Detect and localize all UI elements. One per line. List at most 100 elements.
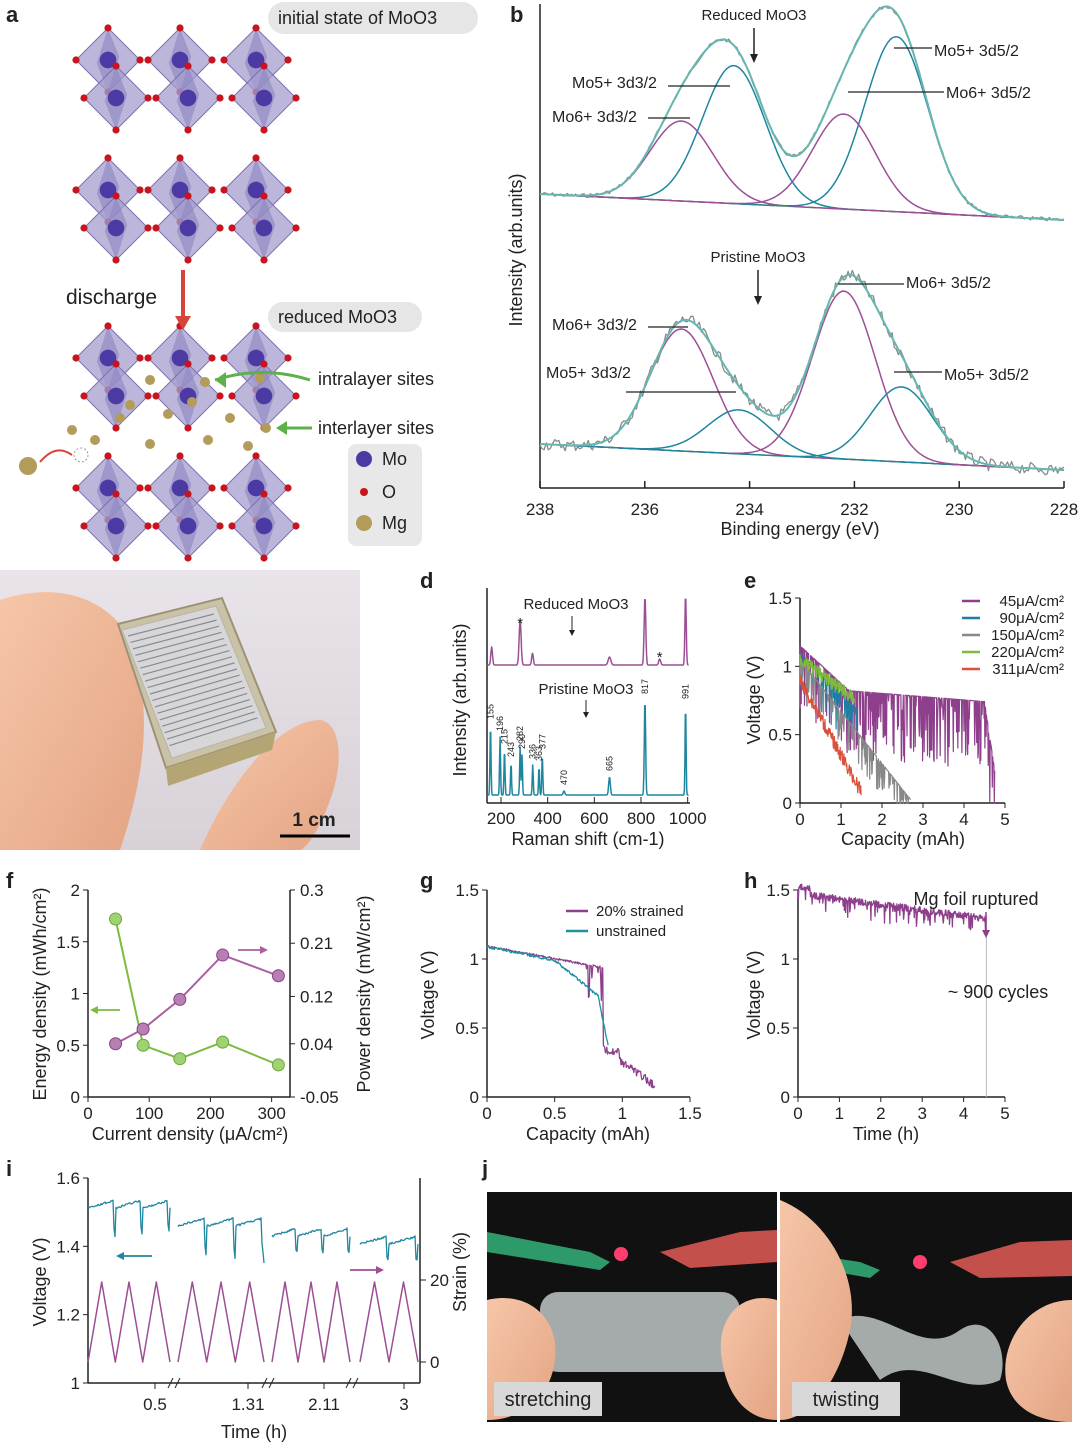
i-axis-break <box>345 1377 352 1389</box>
reduced-state-label: reduced MoO3 <box>278 307 397 327</box>
b-ylabel: Intensity (arb.units) <box>506 173 526 326</box>
i-strain-segment-3 <box>359 1281 419 1363</box>
g-xtick-label: 0 <box>482 1104 491 1123</box>
c-electrode-line <box>164 705 253 734</box>
panel-letter-j: j <box>481 1156 488 1181</box>
h-xtick-label: 3 <box>917 1104 926 1123</box>
f-ylabel2: Power density (mW/cm²) <box>354 895 374 1092</box>
d-peak-label: 196 <box>495 716 505 731</box>
e-xtick-label: 0 <box>795 810 804 829</box>
d-star-1: * <box>517 615 523 632</box>
b-reduced-fit-envelope <box>539 5 1065 221</box>
f-ytick-label: 0 <box>71 1088 80 1107</box>
b-bottom-title: Pristine MoO3 <box>710 249 805 266</box>
b-reduced-component-3 <box>539 113 1065 221</box>
h-ylabel: Voltage (V) <box>744 950 764 1039</box>
g-xtick-label: 1.5 <box>678 1104 702 1123</box>
c-electrode-line <box>127 613 215 637</box>
e-xtick-label: 1 <box>836 810 845 829</box>
f-energy-point <box>271 1058 285 1072</box>
h-ytick-label: 0 <box>781 1088 790 1107</box>
f-power-point <box>109 1037 123 1051</box>
mo-octahedron <box>80 192 152 264</box>
f-ytick-label: 1.5 <box>56 933 80 952</box>
panel-i: 1 1.2 1.4 1.6 0 20 0.5 1.31 2.11 3 Time (h) Volta… <box>30 1169 470 1442</box>
h-ytick-label: 1 <box>781 950 790 969</box>
i-strain-segment-2 <box>271 1281 351 1363</box>
g-ytick-label: 0.5 <box>455 1019 479 1038</box>
panel-letter-d: d <box>420 568 433 593</box>
d-peak-label: 336 <box>528 744 538 759</box>
h-xlabel: Time (h) <box>853 1124 919 1144</box>
f-xtick-label: 0 <box>83 1104 92 1123</box>
initial-state-label: initial state of MoO3 <box>278 8 437 28</box>
i-xtick-label: 0.5 <box>143 1395 167 1414</box>
j-twisting-tag <box>792 1382 900 1416</box>
c-electrode-line <box>137 637 225 663</box>
i-ylabel: Voltage (V) <box>30 1237 50 1326</box>
g-ytick-label: 1 <box>470 950 479 969</box>
c-electrode-line <box>157 686 245 714</box>
d-peak-label: 282 <box>515 726 525 741</box>
initial-state-badge <box>268 2 478 34</box>
e-ytick-label: 1.5 <box>768 589 792 608</box>
d-peak-label: 363 <box>534 746 544 761</box>
d-pristine-spectrum <box>486 705 689 796</box>
c-electrode-line <box>166 711 256 740</box>
h-cycles-annotation: ~ 900 cycles <box>948 982 1049 1002</box>
mo-legend-icon <box>356 451 372 467</box>
b-xlabel: Binding energy (eV) <box>720 519 879 539</box>
g-ytick-label: 1.5 <box>455 881 479 900</box>
g-xtick-label: 1 <box>618 1104 627 1123</box>
mg-atom <box>163 409 173 419</box>
mo-octahedron <box>152 490 224 562</box>
legend-mg: Mg <box>382 513 407 533</box>
d-xtick-label: 400 <box>533 809 561 828</box>
mg-atom <box>243 441 253 451</box>
mg-atom <box>90 435 100 445</box>
pristine-peak-label-2: Mo6+ 3d5/2 <box>906 275 991 292</box>
reduced-peak-label-3: Mo6+ 3d5/2 <box>946 85 1031 102</box>
e-legend-label-0: 45μA/cm² <box>1000 593 1065 610</box>
c-electrode-line <box>162 698 250 727</box>
mg-atom <box>203 435 213 445</box>
d-peak-label: 243 <box>506 742 516 757</box>
mg-atom <box>145 439 155 449</box>
i-voltage-segment-1 <box>177 1217 265 1264</box>
pristine-peak-label-3: Mo5+ 3d5/2 <box>944 367 1029 384</box>
discharge-label: discharge <box>66 286 157 309</box>
d-top-title: Reduced MoO3 <box>523 596 628 613</box>
d-peak-label: 215 <box>500 729 510 744</box>
c-electrode-line <box>152 674 240 702</box>
i-ytick-label: 1 <box>71 1374 80 1393</box>
i-ytick-label: 1.4 <box>56 1237 80 1256</box>
i-y2tick-label: 20 <box>430 1271 449 1290</box>
mg-atom <box>187 397 197 407</box>
mo-octahedron <box>228 490 300 562</box>
c-electrode-line <box>147 662 235 689</box>
mg-atom <box>125 400 135 410</box>
reduced-state-badge <box>268 302 422 332</box>
i-xtick-label: 2.11 <box>308 1395 340 1414</box>
f-power-point <box>271 969 285 983</box>
g-ylabel: Voltage (V) <box>418 950 438 1039</box>
f-y2tick-label: 0.3 <box>300 881 324 900</box>
f-y2tick-label: 0.12 <box>300 987 333 1006</box>
e-series-0 <box>799 645 996 804</box>
c-electrode-line <box>149 668 238 695</box>
e-legend-label-2: 150μA/cm² <box>991 627 1064 644</box>
d-peak-label: 155 <box>486 704 496 719</box>
e-legend-label-3: 220μA/cm² <box>991 644 1064 661</box>
i-strain-segment-1 <box>177 1281 265 1363</box>
d-reduced-spectrum <box>486 598 689 666</box>
f-xtick-label: 300 <box>257 1104 285 1123</box>
b-xtick-label: 230 <box>945 500 973 519</box>
g-unstrained-curve <box>486 944 609 1046</box>
g-ytick-label: 0 <box>470 1088 479 1107</box>
i-xtick-label: 3 <box>399 1395 408 1414</box>
panel-b: 238 236 234 232 230 228 Binding energy (eV) I… <box>506 4 1078 539</box>
h-xtick-label: 1 <box>835 1104 844 1123</box>
f-ylabel: Energy density (mWh/cm²) <box>30 887 50 1100</box>
i-xtick-label: 1.31 <box>231 1395 264 1414</box>
panel-letter-i: i <box>6 1156 12 1181</box>
